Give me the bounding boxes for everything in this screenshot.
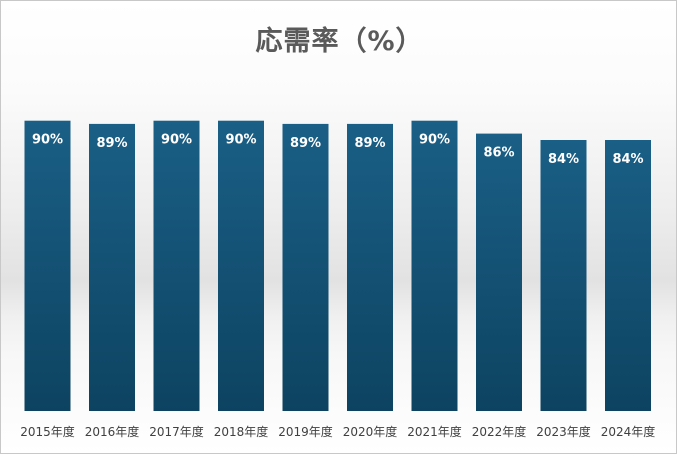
data-label: 90% (32, 133, 63, 148)
x-tick-label: 2020年度 (343, 424, 398, 439)
x-tick-label: 2015年度 (20, 424, 75, 439)
x-tick-label: 2017年度 (149, 424, 204, 439)
x-tick-label: 2019年度 (278, 424, 333, 439)
x-tick-label: 2024年度 (601, 424, 656, 439)
x-tick-label: 2018年度 (214, 424, 269, 439)
data-label: 84% (612, 152, 643, 167)
bar-2021年度 (411, 120, 458, 411)
bar-2018年度 (218, 120, 264, 411)
data-label: 89% (96, 136, 127, 151)
bar-2024年度 (605, 140, 651, 411)
data-label: 84% (548, 152, 579, 167)
chart-title: 応需率（%） (255, 26, 424, 57)
data-label: 90% (161, 133, 192, 148)
x-tick-label: 2021年度 (407, 424, 462, 439)
x-tick-label: 2023年度 (536, 424, 591, 439)
bar-2019年度 (282, 123, 329, 412)
x-tick-label: 2022年度 (472, 424, 527, 439)
bar-2020年度 (347, 123, 393, 412)
data-label: 90% (419, 133, 450, 148)
x-tick-label: 2016年度 (85, 424, 140, 439)
data-label: 90% (225, 133, 256, 148)
data-label: 86% (483, 146, 514, 161)
bar-2016年度 (89, 123, 135, 412)
data-label: 89% (290, 136, 321, 151)
bar-2023年度 (540, 140, 587, 411)
data-label: 89% (354, 136, 385, 151)
bar-2022年度 (476, 133, 522, 411)
bar-2017年度 (153, 120, 200, 411)
bar-2015年度 (24, 120, 71, 411)
